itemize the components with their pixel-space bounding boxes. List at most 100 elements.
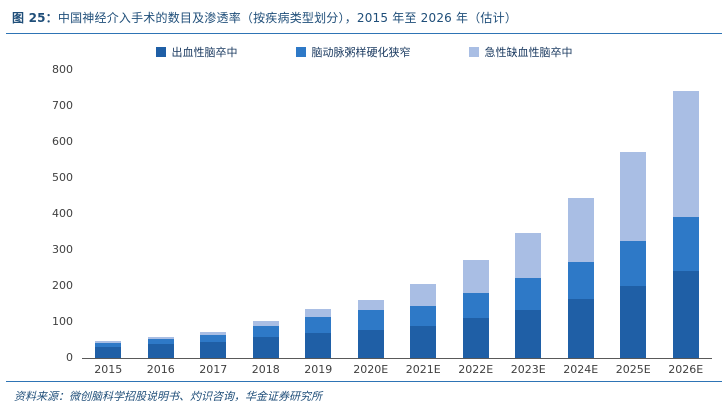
bar-segment bbox=[357, 299, 384, 311]
bar-segment bbox=[567, 197, 594, 262]
bar-2016 bbox=[135, 70, 188, 358]
legend-swatch bbox=[468, 47, 479, 57]
x-axis-labels: 2015 2016 2017 2018 2019 2020E 2021E 2022E 2023E… bbox=[82, 363, 712, 376]
x-tick-label: 2022E bbox=[458, 363, 494, 376]
y-tick-label: 800 bbox=[52, 63, 73, 76]
bar-segment bbox=[462, 318, 489, 358]
bar-segment bbox=[147, 338, 174, 345]
x-tick-label: 2020E bbox=[353, 363, 389, 376]
bar-2023E bbox=[502, 70, 555, 358]
stacked-bar bbox=[515, 232, 542, 358]
legend-swatch bbox=[155, 47, 166, 57]
bar-segment bbox=[567, 299, 594, 358]
bar-2022E bbox=[450, 70, 503, 358]
bar-segment bbox=[515, 310, 542, 358]
x-tick-label: 2026E bbox=[668, 363, 704, 376]
stacked-bar bbox=[252, 320, 279, 358]
x-tick-label: 2017 bbox=[199, 363, 228, 376]
bar-segment bbox=[252, 337, 279, 358]
chart-title: 图 25：中国神经介入手术的数目及渗透率（按疾病类型划分），2015 年至 20… bbox=[0, 0, 728, 33]
figure-number: 图 25： bbox=[12, 11, 58, 25]
legend-item-2: 急性缺血性脑卒中 bbox=[468, 44, 573, 60]
bar-segment bbox=[147, 344, 174, 358]
bar-2018 bbox=[240, 70, 293, 358]
stacked-bar bbox=[357, 299, 384, 358]
bars-container bbox=[82, 70, 712, 358]
bar-segment bbox=[200, 331, 227, 335]
x-tick-label: 2018 bbox=[251, 363, 280, 376]
chart-legend: 出血性脑卒中 脑动脉粥样硬化狭窄 急性缺血性脑卒中 bbox=[0, 34, 728, 64]
bar-2025E bbox=[607, 70, 660, 358]
bar-segment bbox=[672, 270, 699, 358]
bar-segment bbox=[200, 334, 227, 342]
y-tick-label: 400 bbox=[52, 207, 73, 220]
bar-2024E bbox=[555, 70, 608, 358]
y-tick-label: 0 bbox=[66, 351, 73, 364]
bar-segment bbox=[95, 342, 122, 348]
y-tick-label: 500 bbox=[52, 171, 73, 184]
bar-segment bbox=[357, 310, 384, 330]
x-tick-label: 2015 bbox=[94, 363, 123, 376]
bar-segment bbox=[410, 284, 437, 306]
bar-2021E bbox=[397, 70, 450, 358]
bar-segment bbox=[620, 241, 647, 286]
bar-segment bbox=[672, 91, 699, 217]
y-tick-label: 100 bbox=[52, 315, 73, 328]
bar-segment bbox=[305, 309, 332, 317]
bar-segment bbox=[357, 329, 384, 358]
stacked-bar bbox=[95, 341, 122, 358]
bar-segment bbox=[462, 292, 489, 319]
bar-segment bbox=[305, 316, 332, 333]
y-tick-label: 300 bbox=[52, 243, 73, 256]
x-tick-label: 2024E bbox=[563, 363, 599, 376]
x-tick-label: 2019 bbox=[304, 363, 333, 376]
stacked-bar bbox=[305, 309, 332, 358]
bar-2017 bbox=[187, 70, 240, 358]
x-tick-label: 2016 bbox=[146, 363, 175, 376]
y-tick-label: 200 bbox=[52, 279, 73, 292]
bar-segment bbox=[95, 347, 122, 358]
bar-segment bbox=[567, 261, 594, 300]
bar-segment bbox=[95, 341, 122, 343]
figure-title-text: 中国神经介入手术的数目及渗透率（按疾病类型划分），2015 年至 2026 年（… bbox=[57, 11, 518, 25]
legend-item-1: 脑动脉粥样硬化狭窄 bbox=[295, 44, 411, 60]
legend-label: 出血性脑卒中 bbox=[171, 46, 238, 59]
bar-segment bbox=[252, 320, 279, 327]
legend-swatch bbox=[295, 47, 306, 57]
stacked-bar bbox=[567, 197, 594, 358]
bar-2019 bbox=[292, 70, 345, 358]
plot-area: 0 100 200 300 400 500 600 700 800 bbox=[52, 63, 712, 364]
bar-segment bbox=[147, 336, 174, 339]
stacked-bar-chart: 出血性脑卒中 脑动脉粥样硬化狭窄 急性缺血性脑卒中 0 100 200 300 400 500… bbox=[0, 34, 728, 376]
stacked-bar bbox=[147, 336, 174, 358]
bar-segment bbox=[410, 305, 437, 326]
x-tick-label: 2025E bbox=[615, 363, 651, 376]
bar-segment bbox=[462, 260, 489, 293]
stacked-bar bbox=[672, 91, 699, 358]
bar-segment bbox=[305, 332, 332, 358]
y-tick-label: 600 bbox=[52, 135, 73, 148]
x-tick-label: 2021E bbox=[405, 363, 441, 376]
legend-item-0: 出血性脑卒中 bbox=[155, 44, 238, 60]
bar-segment bbox=[515, 278, 542, 311]
stacked-bar bbox=[620, 151, 647, 358]
bar-segment bbox=[410, 325, 437, 358]
source-note: 资料来源：微创脑科学招股说明书、灼识咨询，华金证券研究所 bbox=[6, 381, 722, 413]
stacked-bar bbox=[200, 331, 227, 358]
bar-segment bbox=[672, 216, 699, 271]
x-tick-label: 2023E bbox=[510, 363, 546, 376]
bar-2020E bbox=[345, 70, 398, 358]
bar-segment bbox=[620, 151, 647, 241]
top-divider-line bbox=[6, 33, 722, 34]
stacked-bar bbox=[462, 260, 489, 358]
legend-label: 脑动脉粥样硬化狭窄 bbox=[311, 46, 411, 59]
bar-2026E bbox=[660, 70, 713, 358]
stacked-bar bbox=[410, 284, 437, 358]
legend-label: 急性缺血性脑卒中 bbox=[484, 46, 573, 59]
bar-2015 bbox=[82, 70, 135, 358]
y-tick-label: 700 bbox=[52, 99, 73, 112]
bar-segment bbox=[515, 232, 542, 279]
bar-segment bbox=[200, 341, 227, 358]
bar-segment bbox=[620, 286, 647, 358]
